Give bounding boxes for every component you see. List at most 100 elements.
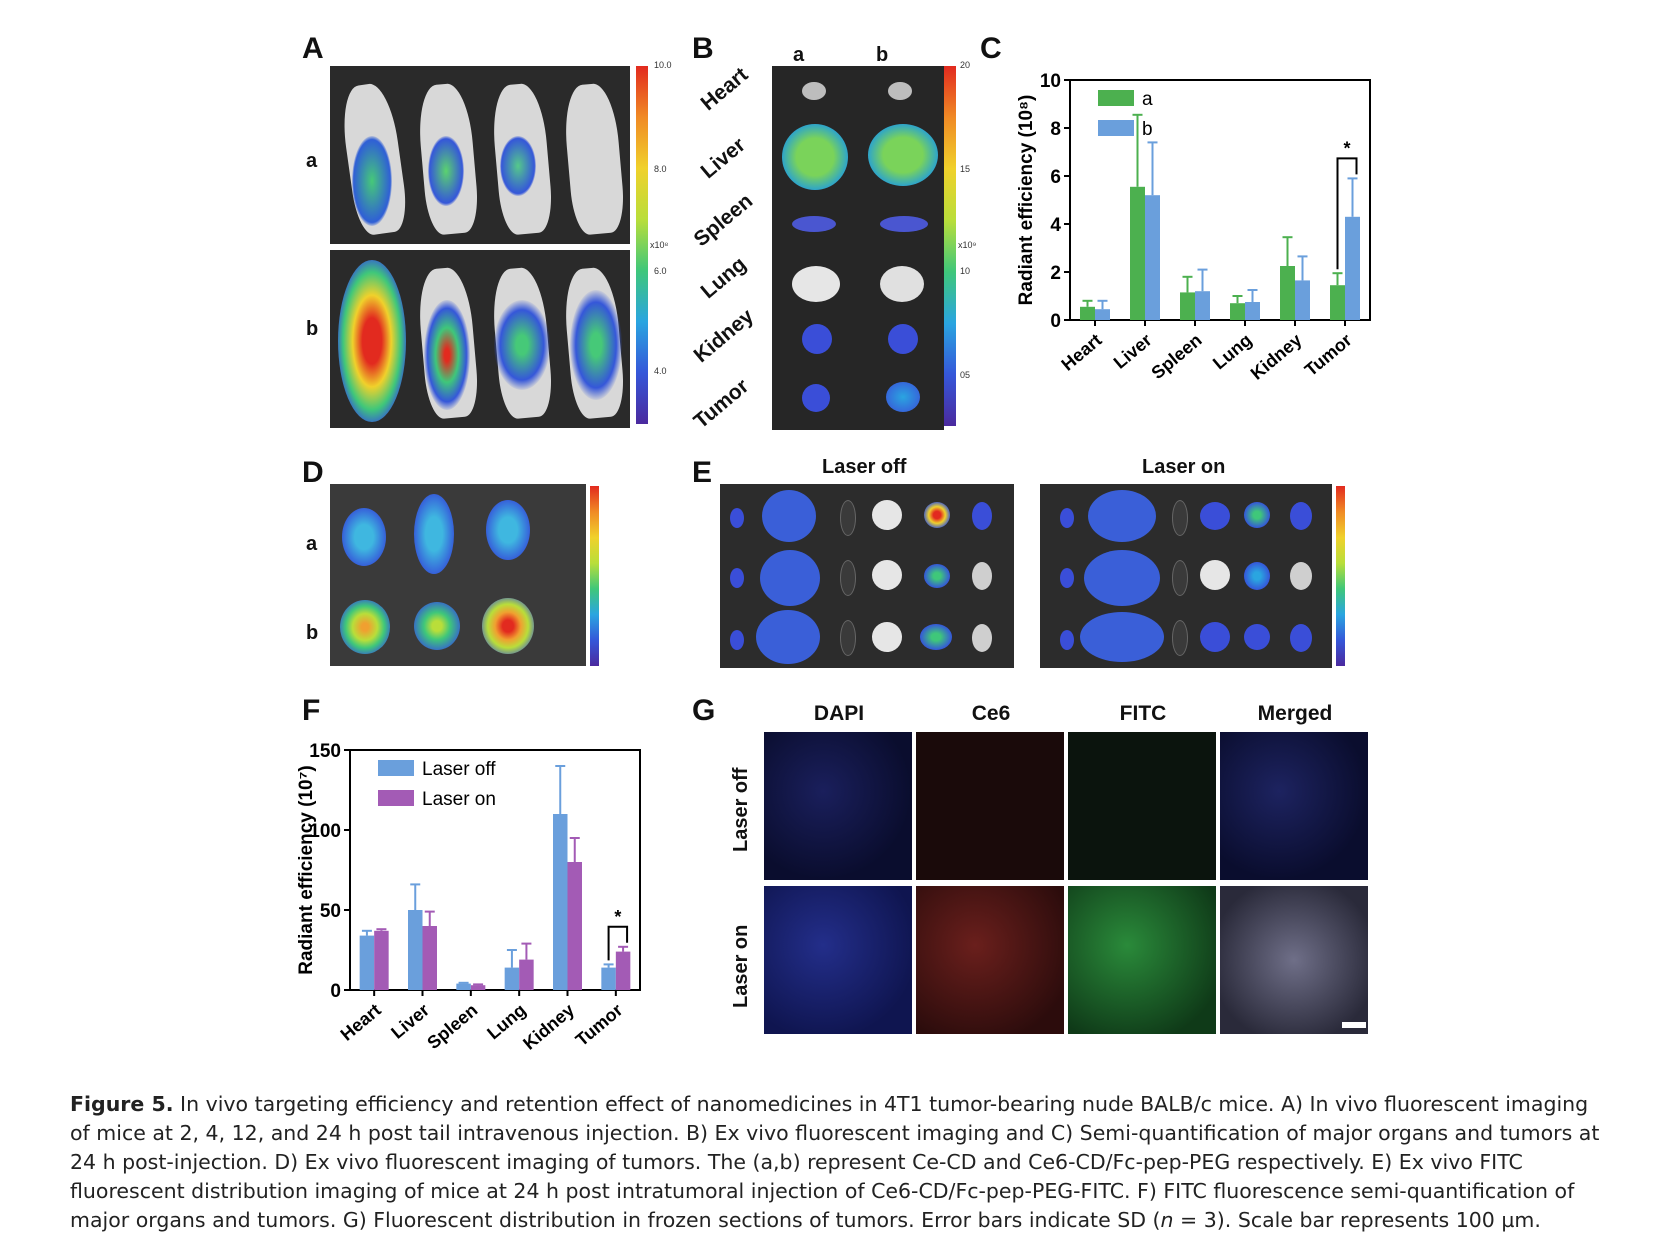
panel-b-organ-image bbox=[772, 66, 944, 430]
caption-n-variable: n bbox=[1160, 1208, 1174, 1232]
panel-g-merged-laser-on bbox=[1220, 886, 1368, 1034]
chart-c-legend-label-0: a bbox=[1142, 89, 1153, 110]
chart-c-bar-heart-a bbox=[1080, 306, 1095, 320]
chart-f-bar-lung-laser-off bbox=[504, 967, 520, 990]
panel-b-cbar-tick-4: 05 bbox=[960, 370, 971, 380]
panel-a-cbar-tick-4: 4.0 bbox=[654, 366, 667, 376]
chart-f-ylabel: Radiant efficiency (10⁷) bbox=[296, 765, 317, 975]
panel-g-col-fitc: FITC bbox=[1119, 702, 1167, 725]
panel-e-colorbar bbox=[1336, 486, 1345, 666]
chart-f-ytick-label: 150 bbox=[309, 741, 341, 762]
panel-b-organ-kidney: Kidney bbox=[689, 304, 758, 368]
panel-g-dapi-laser-on bbox=[764, 886, 912, 1034]
panel-g-scale-bar bbox=[1342, 1022, 1366, 1028]
chart-c-xtick-label-spleen: Spleen bbox=[1147, 330, 1205, 383]
caption-text-part-1: In vivo targeting efficiency and retenti… bbox=[70, 1092, 1600, 1232]
panel-b-col-label-a: a bbox=[793, 44, 805, 66]
chart-c-bar-spleen-a bbox=[1180, 292, 1195, 320]
panel-b-colorbar bbox=[944, 66, 956, 426]
panel-a-row-label-a: a bbox=[306, 150, 318, 172]
chart-f-bar-heart-laser-off bbox=[359, 935, 375, 990]
chart-f-legend-label-1: Laser on bbox=[422, 789, 496, 810]
panel-b-organ-spleen: Spleen bbox=[689, 189, 758, 252]
panel-g-row-laser-off: Laser off bbox=[730, 767, 752, 852]
chart-c-ylabel: Radiant efficiency (10⁸) bbox=[1016, 95, 1037, 306]
panel-a-colorbar bbox=[636, 66, 648, 424]
chart-c-bar-lung-b bbox=[1245, 302, 1260, 320]
chart-f-bar-kidney-laser-off bbox=[553, 814, 568, 990]
chart-c-ytick-label: 2 bbox=[1050, 263, 1061, 284]
panel-g-col-dapi: DAPI bbox=[813, 702, 865, 725]
chart-c-xtick-label-heart: Heart bbox=[1057, 330, 1105, 375]
chart-c-xtick-label-tumor: Tumor bbox=[1301, 330, 1356, 380]
panel-b-organ-tumor: Tumor bbox=[689, 374, 754, 434]
chart-c-ytick-label: 6 bbox=[1050, 167, 1061, 188]
panel-e-image-laser-on bbox=[1040, 484, 1332, 668]
chart-f-ytick-label: 50 bbox=[320, 901, 341, 922]
panel-d-row-label-a: a bbox=[306, 533, 318, 555]
panel-e-title-laser-off: Laser off bbox=[822, 456, 907, 478]
chart-f-xtick-label-heart: Heart bbox=[337, 1000, 385, 1045]
chart-c-bar-kidney-b bbox=[1295, 280, 1310, 320]
panel-b-organ-lung: Lung bbox=[696, 252, 751, 304]
chart-f-xtick-label-tumor: Tumor bbox=[572, 1000, 627, 1050]
chart-c-ytick-label: 4 bbox=[1050, 215, 1061, 236]
panel-g-merged-laser-off bbox=[1220, 732, 1368, 880]
chart-c-plot-frame bbox=[1069, 79, 1371, 321]
panel-d-tumor-image bbox=[330, 484, 586, 666]
chart-c-bar-liver-a bbox=[1130, 186, 1145, 320]
chart-c-bar-spleen-b bbox=[1195, 291, 1210, 320]
panel-a-mice-image-row-a bbox=[330, 66, 630, 244]
chart-c-ytick-label: 0 bbox=[1050, 311, 1061, 332]
panel-label-f: F bbox=[302, 694, 321, 727]
figure-caption: Figure 5. In vivo targeting efficiency a… bbox=[70, 1090, 1600, 1235]
chart-f-significance-mark: * bbox=[614, 907, 621, 927]
chart-f-legend-swatch-1 bbox=[378, 790, 414, 806]
panel-g-col-merged: Merged bbox=[1257, 702, 1333, 725]
chart-f-ytick-label: 0 bbox=[330, 981, 341, 1002]
panel-b-col-label-b: b bbox=[876, 44, 889, 66]
chart-f-xtick-label-spleen: Spleen bbox=[423, 1000, 481, 1053]
chart-c-xtick-label-kidney: Kidney bbox=[1247, 330, 1306, 384]
panel-a-cbar-tick-1: 10.0 bbox=[654, 60, 672, 70]
chart-c-bar-lung-a bbox=[1230, 303, 1245, 320]
panel-a-cbar-unit: x10⁸ bbox=[650, 240, 669, 250]
panel-g-ce6-laser-off bbox=[916, 732, 1064, 880]
chart-f-bar-kidney-laser-on bbox=[567, 862, 582, 990]
panel-g-fitc-laser-on bbox=[1068, 886, 1216, 1034]
panel-a-row-label-b: b bbox=[306, 318, 319, 340]
chart-c-legend-swatch-0 bbox=[1098, 90, 1134, 106]
panel-a-cbar-tick-2: 8.0 bbox=[654, 164, 667, 174]
panel-g-col-ce6: Ce6 bbox=[971, 702, 1011, 725]
caption-text-part-2: = 3). Scale bar represents 100 µm. bbox=[1173, 1208, 1541, 1232]
chart-f-bar-spleen-laser-on bbox=[470, 985, 486, 990]
panel-label-g: G bbox=[692, 694, 716, 727]
panel-label-a: A bbox=[302, 32, 324, 65]
chart-c-legend-label-1: b bbox=[1142, 119, 1153, 140]
chart-f-ytick-label: 100 bbox=[309, 821, 341, 842]
chart-c-bar-tumor-b bbox=[1345, 216, 1360, 320]
chart-c-bar-liver-b bbox=[1145, 195, 1160, 320]
chart-c-bar-tumor-a bbox=[1330, 285, 1345, 320]
chart-c-significance-bracket bbox=[1336, 157, 1358, 270]
panel-b-cbar-unit: x10⁹ bbox=[958, 240, 977, 250]
chart-f-bar-spleen-laser-off bbox=[456, 983, 471, 990]
chart-c-significance-mark: * bbox=[1343, 138, 1350, 158]
panel-a-mice-image-row-b bbox=[330, 250, 630, 428]
chart-f-bar-liver-laser-on bbox=[422, 926, 437, 990]
panel-g-row-laser-on: Laser on bbox=[730, 924, 752, 1008]
panel-g-ce6-laser-on bbox=[916, 886, 1064, 1034]
panel-e-title-laser-on: Laser on bbox=[1142, 456, 1226, 478]
panel-d-colorbar bbox=[590, 486, 599, 666]
chart-c-ytick-label: 10 bbox=[1040, 71, 1061, 92]
panel-b-cbar-tick-3: 10 bbox=[960, 266, 971, 276]
chart-c-legend-swatch-1 bbox=[1098, 120, 1134, 136]
chart-f-legend-label-0: Laser off bbox=[422, 759, 496, 780]
chart-f-xtick-label-kidney: Kidney bbox=[519, 1000, 578, 1054]
chart-c-bar-kidney-a bbox=[1280, 266, 1295, 320]
chart-f-bar-heart-laser-on bbox=[374, 930, 389, 990]
panel-b-organ-heart: Heart bbox=[696, 63, 753, 116]
panel-d-row-label-b: b bbox=[306, 622, 319, 644]
